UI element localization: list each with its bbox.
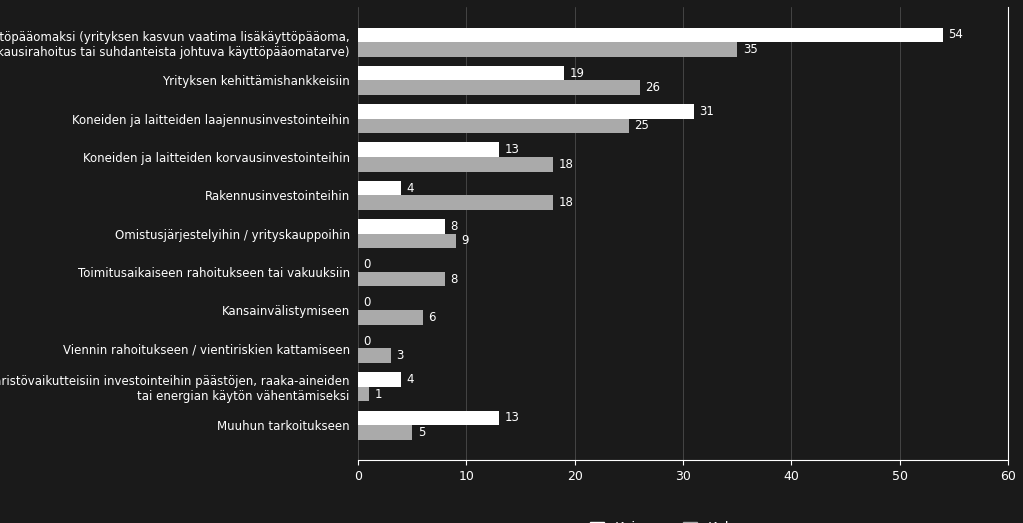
Text: 1: 1 xyxy=(374,388,382,401)
Bar xyxy=(358,28,943,42)
Text: 54: 54 xyxy=(948,28,964,41)
Text: 3: 3 xyxy=(396,349,403,362)
Bar xyxy=(358,310,424,325)
Bar xyxy=(358,81,639,95)
Bar xyxy=(358,181,401,195)
Text: 18: 18 xyxy=(559,196,573,209)
Bar xyxy=(358,348,391,363)
Text: 31: 31 xyxy=(700,105,714,118)
Bar xyxy=(358,234,455,248)
Text: 8: 8 xyxy=(450,220,457,233)
Text: 4: 4 xyxy=(407,181,414,195)
Text: 26: 26 xyxy=(646,81,660,94)
Text: 13: 13 xyxy=(504,411,520,424)
Bar xyxy=(358,411,499,425)
Text: 9: 9 xyxy=(461,234,469,247)
Bar xyxy=(358,272,445,287)
Text: 18: 18 xyxy=(559,158,573,171)
Legend: Kainuu, Koko maa: Kainuu, Koko maa xyxy=(590,521,776,523)
Text: 0: 0 xyxy=(363,258,371,271)
Bar xyxy=(358,219,445,234)
Text: 0: 0 xyxy=(363,297,371,310)
Text: 5: 5 xyxy=(417,426,425,439)
Bar xyxy=(358,425,412,440)
Text: 0: 0 xyxy=(363,335,371,348)
Bar xyxy=(358,66,564,81)
Text: 4: 4 xyxy=(407,373,414,386)
Bar xyxy=(358,142,499,157)
Text: 8: 8 xyxy=(450,272,457,286)
Text: 13: 13 xyxy=(504,143,520,156)
Bar xyxy=(358,42,738,56)
Bar xyxy=(358,387,369,401)
Bar xyxy=(358,104,694,119)
Bar xyxy=(358,119,629,133)
Bar xyxy=(358,372,401,387)
Text: 19: 19 xyxy=(570,66,584,79)
Text: 6: 6 xyxy=(429,311,436,324)
Text: 35: 35 xyxy=(743,43,757,56)
Bar xyxy=(358,195,553,210)
Bar xyxy=(358,157,553,172)
Text: 25: 25 xyxy=(634,119,650,132)
